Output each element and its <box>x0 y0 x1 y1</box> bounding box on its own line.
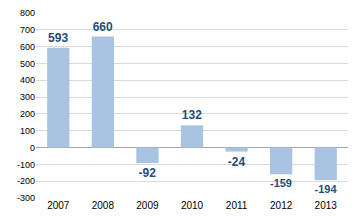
svg-text:100: 100 <box>20 126 35 136</box>
svg-text:2008: 2008 <box>92 200 115 211</box>
svg-text:2011: 2011 <box>226 200 248 211</box>
svg-text:700: 700 <box>20 25 35 35</box>
svg-text:2012: 2012 <box>270 200 293 211</box>
svg-text:-200: -200 <box>17 176 35 186</box>
svg-text:500: 500 <box>20 59 35 69</box>
svg-text:593: 593 <box>48 31 68 45</box>
svg-text:0: 0 <box>30 143 35 153</box>
svg-text:660: 660 <box>93 20 113 34</box>
svg-text:200: 200 <box>20 109 35 119</box>
svg-text:132: 132 <box>182 108 202 122</box>
svg-text:2009: 2009 <box>136 200 159 211</box>
svg-text:2007: 2007 <box>47 200 70 211</box>
svg-text:-100: -100 <box>17 160 35 170</box>
svg-text:-194: -194 <box>315 183 338 195</box>
svg-text:600: 600 <box>20 42 35 52</box>
svg-text:400: 400 <box>20 75 35 85</box>
svg-text:-24: -24 <box>228 155 246 169</box>
svg-text:-92: -92 <box>139 166 157 180</box>
svg-text:2010: 2010 <box>181 200 204 211</box>
svg-text:300: 300 <box>20 92 35 102</box>
svg-text:800: 800 <box>20 8 35 18</box>
svg-text:-300: -300 <box>17 193 35 203</box>
svg-text:-159: -159 <box>270 177 292 189</box>
svg-text:2013: 2013 <box>315 200 338 211</box>
